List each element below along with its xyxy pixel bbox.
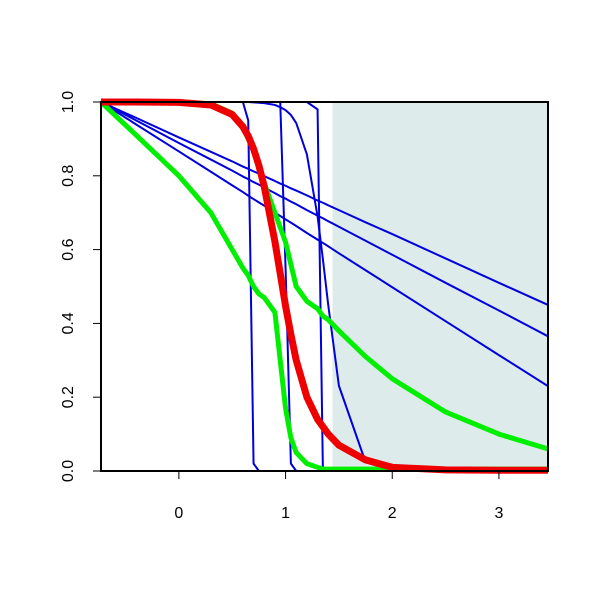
x-tick-label: 1 <box>281 505 290 522</box>
x-tick-label: 3 <box>494 505 503 522</box>
y-tick-label: 0.0 <box>60 460 77 482</box>
y-tick-label: 0.6 <box>60 238 77 260</box>
y-tick-label: 0.2 <box>60 386 77 408</box>
series-line <box>100 101 549 387</box>
x-tick-label: 0 <box>174 505 183 522</box>
series-line <box>99 100 548 472</box>
series-line <box>100 101 549 338</box>
series-line <box>101 98 548 474</box>
series-line <box>100 101 549 306</box>
y-tick-label: 0.4 <box>60 312 77 334</box>
y-tick-label: 0.8 <box>60 165 77 187</box>
shaded-region <box>332 102 548 471</box>
plot-frame <box>100 101 549 472</box>
y-tick-label: 1.0 <box>60 91 77 113</box>
x-tick-label: 2 <box>388 505 397 522</box>
